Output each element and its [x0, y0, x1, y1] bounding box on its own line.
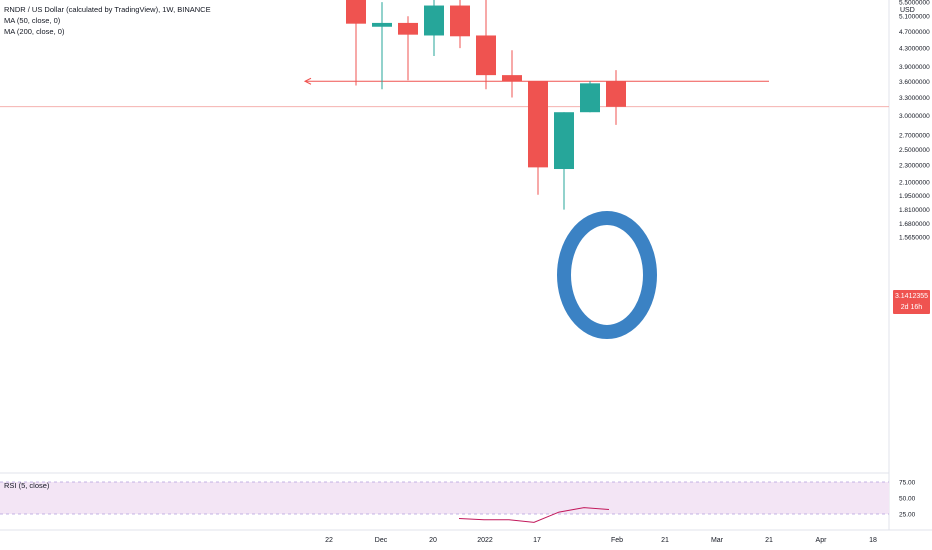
- price-tick-label: 2.3000000: [899, 162, 930, 169]
- price-tick-label: 5.1000000: [899, 14, 930, 21]
- current-price-countdown: 2d 16h: [900, 304, 923, 311]
- time-tick-label: Apr: [816, 537, 828, 544]
- price-tick-label: 1.9500000: [899, 193, 930, 200]
- time-tick-label: 21: [661, 537, 669, 544]
- time-tick-label: Mar: [711, 537, 724, 544]
- price-tick-label: 2.1000000: [899, 179, 930, 186]
- price-tick-label: 2.5000000: [899, 147, 930, 154]
- price-tick-label: 4.7000000: [899, 29, 930, 36]
- candle-body: [372, 22, 392, 27]
- candle-body: [450, 5, 470, 37]
- time-tick-label: 17: [533, 537, 541, 544]
- ma50-label: MA (50, close, 0): [4, 16, 61, 25]
- price-tick-label: 3.6000000: [899, 79, 930, 86]
- price-axis: USD9.50000008.50000007.50000006.50000005…: [899, 0, 930, 241]
- current-price-tag: 3.1412355 2d 16h: [893, 290, 930, 314]
- time-tick-label: Dec: [375, 537, 388, 544]
- rsi-tick-label: 75.00: [899, 480, 916, 487]
- candle-body: [580, 83, 600, 113]
- candle-body: [346, 0, 366, 24]
- price-tick-label: 5.5000000: [899, 0, 930, 7]
- time-tick-label: Feb: [611, 537, 623, 544]
- candle-body: [554, 112, 574, 170]
- price-tick-label: 1.5650000: [899, 234, 930, 241]
- time-tick-label: 21: [765, 537, 773, 544]
- candle-body: [502, 75, 522, 82]
- candles-group: [346, 0, 626, 210]
- rsi-tick-label: 25.00: [899, 512, 916, 519]
- candle-body: [528, 81, 548, 168]
- price-tick-label: 1.6800000: [899, 221, 930, 228]
- rsi-axis: 75.00 50.00 25.00: [899, 480, 916, 519]
- price-tick-label: 3.3000000: [899, 95, 930, 102]
- support-line-arrow: [303, 77, 312, 85]
- currency-label: USD: [900, 7, 915, 14]
- candle-body: [606, 81, 626, 107]
- current-price-value: 3.1412355: [894, 293, 929, 300]
- rsi-line: [458, 507, 610, 523]
- price-tick-label: 1.8100000: [899, 207, 930, 214]
- time-tick-label: 18: [869, 537, 877, 544]
- candle-body: [424, 5, 444, 36]
- candle-body: [398, 22, 418, 35]
- price-tick-label: 2.7000000: [899, 132, 930, 139]
- rsi-tick-label: 50.00: [899, 496, 916, 503]
- time-tick-label: 22: [325, 537, 333, 544]
- rsi-label: RSI (5, close): [4, 481, 50, 490]
- rsi-band: [0, 482, 889, 514]
- circle-annotation[interactable]: [557, 211, 657, 339]
- price-tick-label: 4.3000000: [899, 46, 930, 53]
- time-axis: 22 Dec 20 2022 17 Feb 21 Mar 21 Apr 18: [325, 537, 877, 544]
- price-tick-label: 3.0000000: [899, 113, 930, 120]
- candle-body: [476, 35, 496, 76]
- price-tick-label: 3.9000000: [899, 64, 930, 71]
- chart-title: RNDR / US Dollar (calculated by TradingV…: [4, 5, 211, 14]
- time-tick-label: 20: [429, 537, 437, 544]
- ma200-label: MA (200, close, 0): [4, 27, 65, 36]
- time-tick-label: 2022: [477, 537, 493, 544]
